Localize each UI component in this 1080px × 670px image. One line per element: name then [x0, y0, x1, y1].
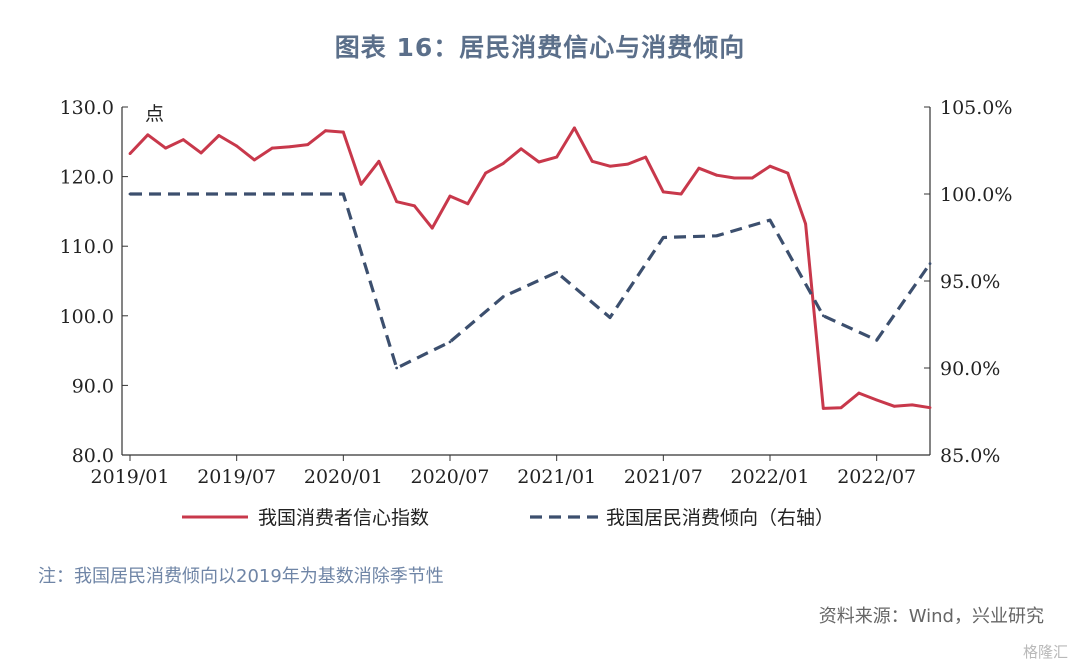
- data-point: [928, 406, 932, 410]
- data-point: [715, 173, 719, 177]
- data-point: [501, 161, 505, 165]
- data-point: [430, 226, 434, 230]
- data-point: [661, 190, 665, 194]
- left-tick-label: 110.0: [60, 236, 114, 258]
- data-point: [768, 218, 772, 222]
- chart-title: 图表 16：居民消费信心与消费倾向: [334, 33, 746, 62]
- data-point: [413, 204, 416, 208]
- source-credit: 资料来源：Wind，兴业研究: [818, 606, 1044, 627]
- data-point: [324, 129, 327, 133]
- data-point: [288, 145, 292, 149]
- data-point: [626, 162, 630, 166]
- data-point: [679, 192, 683, 196]
- data-point: [821, 406, 825, 410]
- data-point: [501, 295, 505, 299]
- data-point: [537, 160, 541, 164]
- data-point: [448, 194, 452, 198]
- data-point: [484, 171, 487, 175]
- data-point: [590, 159, 594, 163]
- data-point: [359, 182, 363, 186]
- x-tick-label: 2022/07: [837, 466, 916, 488]
- data-point: [377, 159, 381, 163]
- data-point: [608, 316, 612, 319]
- data-point: [341, 130, 345, 134]
- data-point: [128, 152, 132, 156]
- data-point: [519, 147, 523, 151]
- data-point: [306, 143, 310, 146]
- data-point: [857, 391, 861, 395]
- data-point: [910, 403, 914, 407]
- watermark-logo: 格隆汇: [1022, 643, 1068, 661]
- data-point: [750, 176, 754, 180]
- data-point: [199, 151, 203, 155]
- x-tick-label: 2020/07: [411, 466, 490, 488]
- data-point: [341, 192, 345, 196]
- data-point: [555, 155, 559, 159]
- legend-label-2: 我国居民消费倾向（右轴）: [606, 507, 834, 529]
- x-tick-label: 2019/01: [91, 466, 170, 488]
- data-point: [821, 314, 825, 318]
- data-point: [839, 406, 843, 410]
- data-point: [573, 126, 576, 130]
- data-point: [466, 202, 470, 206]
- data-point: [146, 133, 150, 137]
- data-point: [181, 138, 185, 142]
- right-tick-label: 85.0%: [940, 445, 1000, 467]
- data-point: [928, 262, 932, 265]
- data-point: [608, 164, 612, 168]
- data-point: [164, 146, 167, 150]
- data-point: [217, 134, 221, 137]
- chart-lines: [128, 126, 932, 410]
- data-point: [875, 338, 879, 342]
- data-point: [893, 404, 896, 408]
- x-tick-label: 2021/01: [517, 466, 596, 488]
- data-point: [804, 222, 807, 226]
- data-point: [644, 155, 647, 159]
- series-line-1: [128, 126, 931, 410]
- data-point: [253, 158, 256, 162]
- left-tick-label: 120.0: [60, 167, 114, 189]
- data-point: [270, 146, 274, 150]
- data-point: [128, 192, 132, 196]
- data-point: [768, 164, 772, 168]
- data-point: [235, 144, 239, 148]
- chart-note: 注：我国居民消费倾向以2019年为基数消除季节性: [38, 566, 444, 587]
- data-point: [786, 171, 790, 175]
- data-point: [395, 366, 399, 370]
- data-point: [448, 340, 452, 344]
- legend-label-1: 我国消费者信心指数: [258, 507, 429, 529]
- right-tick-label: 95.0%: [940, 271, 1000, 293]
- right-tick-label: 100.0%: [940, 184, 1012, 206]
- data-point: [875, 398, 879, 402]
- left-tick-label: 100.0: [60, 306, 114, 328]
- chart-axes: 80.0 90.0 100.0 110.0 120.0 130.0 85.0% 90.0% 95…: [60, 97, 1013, 488]
- x-tick-label: 2019/07: [197, 466, 276, 488]
- line-chart: 80.0 90.0 100.0 110.0 120.0 130.0 85.0% 90.0% 95…: [60, 97, 1013, 529]
- left-tick-label: 80.0: [72, 445, 114, 467]
- x-tick-label: 2020/01: [304, 466, 383, 488]
- data-point: [697, 166, 701, 170]
- left-tick-label: 90.0: [72, 375, 114, 397]
- right-tick-label: 90.0%: [940, 358, 1000, 380]
- chart-legend: 我国消费者信心指数 我国居民消费倾向（右轴）: [182, 507, 834, 529]
- data-point: [715, 234, 719, 238]
- x-tick-label: 2022/01: [731, 466, 810, 488]
- data-point: [395, 200, 399, 204]
- right-tick-label: 105.0%: [940, 97, 1012, 119]
- data-point: [733, 176, 736, 180]
- data-point: [661, 236, 665, 239]
- data-point: [555, 270, 559, 274]
- left-tick-label: 130.0: [60, 97, 114, 119]
- left-unit-label: 点: [145, 103, 164, 125]
- x-tick-label: 2021/07: [624, 466, 703, 488]
